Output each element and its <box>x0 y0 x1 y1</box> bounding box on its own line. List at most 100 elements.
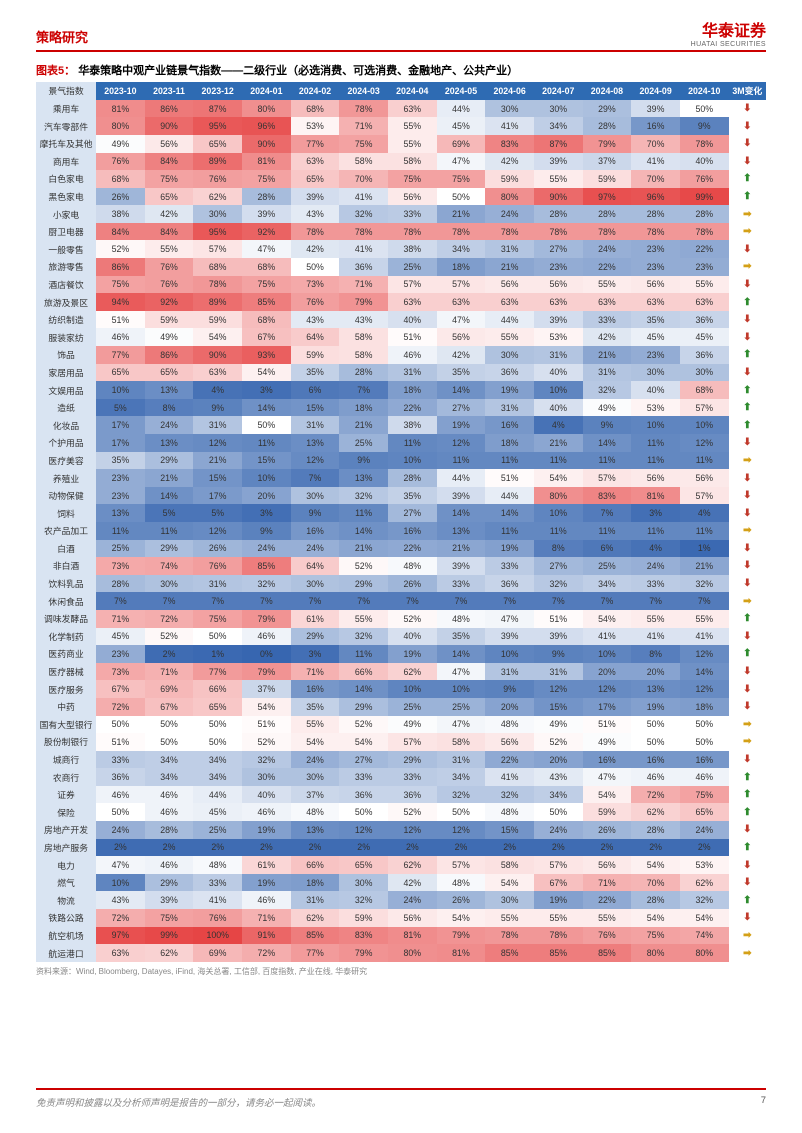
cell: 100% <box>193 927 242 945</box>
cell: 13% <box>291 821 340 839</box>
cell: 38% <box>388 416 437 434</box>
cell: 54% <box>534 469 583 487</box>
cell: 12% <box>583 680 632 698</box>
cell: 46% <box>242 803 291 821</box>
cell: 30% <box>339 874 388 892</box>
trend-arrow-icon: ⬇ <box>729 751 766 769</box>
cell: 85% <box>583 944 632 962</box>
cell: 30% <box>291 768 340 786</box>
cell: 70% <box>631 135 680 153</box>
row-label: 造纸 <box>36 399 96 417</box>
cell: 19% <box>242 874 291 892</box>
cell: 63% <box>680 293 729 311</box>
cell: 59% <box>291 346 340 364</box>
cell: 68% <box>96 170 145 188</box>
cell: 7% <box>242 592 291 610</box>
table-row: 医药商业23%2%1%0%3%11%19%14%10%9%10%8%12%⬆ <box>36 645 766 663</box>
cell: 13% <box>631 680 680 698</box>
cell: 58% <box>339 328 388 346</box>
brand-en: HUATAI SECURITIES <box>691 41 766 48</box>
cell: 59% <box>339 909 388 927</box>
cell: 22% <box>485 751 534 769</box>
row-label: 白酒 <box>36 540 96 558</box>
cell: 52% <box>145 628 194 646</box>
table-row: 饮料乳品28%30%31%32%30%29%26%33%36%32%34%33%… <box>36 575 766 593</box>
cell: 27% <box>534 557 583 575</box>
cell: 4% <box>534 416 583 434</box>
cell: 20% <box>583 663 632 681</box>
cell: 41% <box>631 628 680 646</box>
cell: 66% <box>291 856 340 874</box>
cell: 32% <box>437 786 486 804</box>
cell: 68% <box>242 258 291 276</box>
cell: 10% <box>96 874 145 892</box>
cell: 63% <box>534 293 583 311</box>
cell: 35% <box>437 628 486 646</box>
cell: 35% <box>437 364 486 382</box>
cell: 18% <box>437 258 486 276</box>
cell: 12% <box>437 434 486 452</box>
cell: 23% <box>631 258 680 276</box>
cell: 23% <box>631 346 680 364</box>
cell: 10% <box>242 469 291 487</box>
cell: 30% <box>291 575 340 593</box>
cell: 56% <box>437 328 486 346</box>
cell: 21% <box>339 416 388 434</box>
cell: 7% <box>583 592 632 610</box>
cell: 49% <box>534 716 583 734</box>
cell: 78% <box>193 276 242 294</box>
cell: 55% <box>291 716 340 734</box>
cell: 56% <box>534 276 583 294</box>
cell: 33% <box>583 311 632 329</box>
cell: 10% <box>534 381 583 399</box>
table-row: 乘用车81%86%87%80%68%78%63%44%30%30%29%39%5… <box>36 100 766 118</box>
table-row: 动物保健23%14%17%20%30%32%35%39%44%80%83%81%… <box>36 487 766 505</box>
cell: 42% <box>145 205 194 223</box>
row-label: 电力 <box>36 856 96 874</box>
cell: 23% <box>631 240 680 258</box>
cell: 24% <box>291 540 340 558</box>
cell: 11% <box>631 452 680 470</box>
cell: 50% <box>96 803 145 821</box>
cell: 55% <box>534 170 583 188</box>
cell: 59% <box>145 311 194 329</box>
cell: 31% <box>193 416 242 434</box>
cell: 83% <box>485 135 534 153</box>
cell: 2% <box>583 839 632 857</box>
row-label: 医疗服务 <box>36 680 96 698</box>
figure-label: 图表5： <box>36 65 75 77</box>
cell: 62% <box>388 663 437 681</box>
cell: 35% <box>291 698 340 716</box>
cell: 29% <box>145 452 194 470</box>
cell: 45% <box>96 628 145 646</box>
cell: 26% <box>96 188 145 206</box>
cell: 46% <box>242 891 291 909</box>
cell: 15% <box>242 452 291 470</box>
cell: 93% <box>242 346 291 364</box>
cell: 95% <box>193 223 242 241</box>
cell: 9% <box>534 645 583 663</box>
cell: 78% <box>339 223 388 241</box>
trend-arrow-icon: ⬇ <box>729 240 766 258</box>
cell: 37% <box>583 153 632 171</box>
cell: 54% <box>291 733 340 751</box>
trend-arrow-icon: ⬇ <box>729 504 766 522</box>
table-row: 酒店餐饮75%76%78%75%73%71%57%57%56%56%55%56%… <box>36 276 766 294</box>
row-label: 黑色家电 <box>36 188 96 206</box>
row-label: 燃气 <box>36 874 96 892</box>
cell: 7% <box>291 469 340 487</box>
cell: 61% <box>291 610 340 628</box>
cell: 57% <box>437 276 486 294</box>
cell: 78% <box>485 927 534 945</box>
cell: 48% <box>437 874 486 892</box>
cell: 33% <box>388 205 437 223</box>
cell: 72% <box>631 786 680 804</box>
row-label: 旅游及景区 <box>36 293 96 311</box>
row-label: 文娱用品 <box>36 381 96 399</box>
cell: 4% <box>631 540 680 558</box>
trend-arrow-icon: ⬇ <box>729 364 766 382</box>
cell: 41% <box>631 153 680 171</box>
cell: 31% <box>291 891 340 909</box>
cell: 19% <box>388 645 437 663</box>
cell: 16% <box>631 751 680 769</box>
